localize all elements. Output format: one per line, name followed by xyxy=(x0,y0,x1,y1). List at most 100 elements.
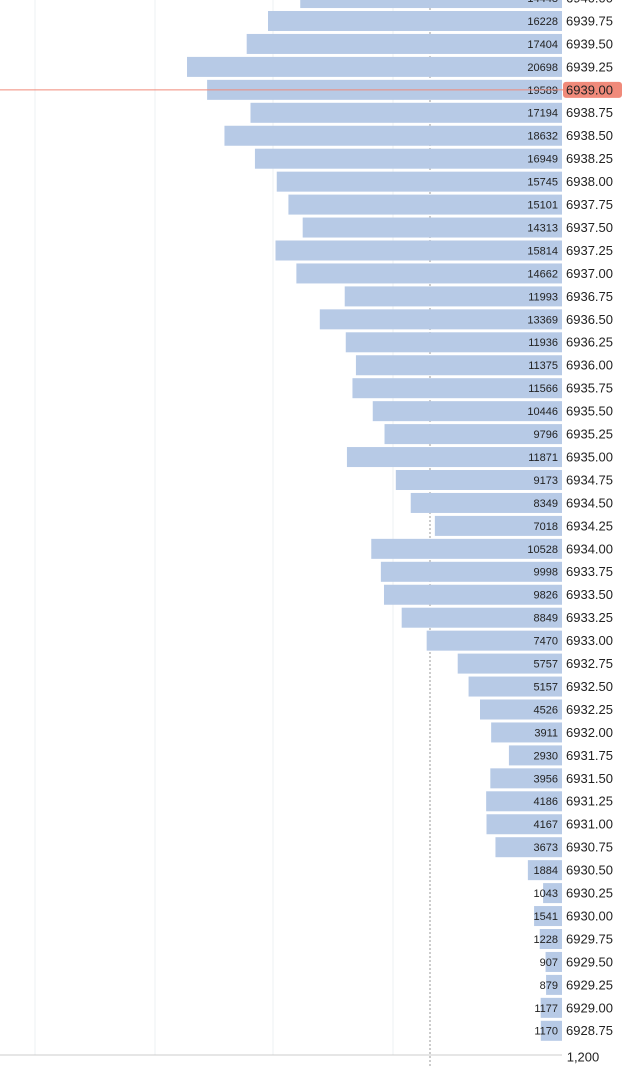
price-label: 6935.00 xyxy=(566,449,613,464)
volume-label: 1043 xyxy=(534,888,558,900)
volume-bar xyxy=(319,309,562,330)
volume-bar xyxy=(534,906,562,927)
price-label: 6931.00 xyxy=(566,817,613,832)
price-label: 6933.25 xyxy=(566,610,613,625)
price-label: 6935.50 xyxy=(566,404,613,419)
price-label: 6928.75 xyxy=(566,1023,613,1038)
price-label: 6929.75 xyxy=(566,931,613,946)
volume-bar xyxy=(527,860,562,881)
volume-label: 5757 xyxy=(534,659,558,671)
volume-bar xyxy=(395,470,562,490)
price-label: 6932.50 xyxy=(566,679,613,694)
volume-bar xyxy=(371,538,562,559)
volume-bar xyxy=(426,630,562,651)
volume-label: 14313 xyxy=(527,222,558,234)
price-label: 6929.25 xyxy=(566,977,613,992)
volume-bar xyxy=(254,148,563,169)
price-label: 6938.25 xyxy=(566,151,613,166)
volume-bar xyxy=(434,515,562,536)
price-label: 6934.50 xyxy=(566,495,613,510)
price-label: 6929.50 xyxy=(566,954,613,969)
volume-bar xyxy=(383,584,562,605)
volume-label: 7018 xyxy=(534,521,558,533)
volume-label: 16228 xyxy=(527,16,558,28)
volume-label: 18632 xyxy=(527,131,558,143)
volume-bar xyxy=(224,125,562,146)
volume-bar xyxy=(457,653,562,674)
volume-bar xyxy=(410,492,562,513)
volume-bar xyxy=(468,676,562,697)
volume-label: 13369 xyxy=(527,314,558,326)
volume-label: 17194 xyxy=(527,108,558,120)
volume-label: 10446 xyxy=(527,406,558,418)
volume-label: 11993 xyxy=(528,291,558,303)
price-label: 6929.00 xyxy=(566,1000,613,1015)
volume-bar xyxy=(346,447,562,468)
volume-label: 4167 xyxy=(534,819,558,831)
volume-bar xyxy=(486,791,562,812)
volume-label: 3911 xyxy=(534,727,558,739)
volume-label: 15745 xyxy=(527,177,558,189)
volume-label: 5157 xyxy=(534,681,558,693)
volume-bar xyxy=(187,56,562,77)
volume-bar xyxy=(344,286,562,307)
volume-label: 1170 xyxy=(534,1026,558,1038)
price-label: 6937.50 xyxy=(566,220,613,235)
price-label: 6934.75 xyxy=(566,472,613,487)
price-label: 6939.75 xyxy=(566,13,613,28)
volume-label: 9796 xyxy=(534,429,558,441)
price-label: 6935.75 xyxy=(566,381,613,396)
volume-label: 1228 xyxy=(534,934,558,946)
current-price-tag xyxy=(563,81,622,98)
volume-bar xyxy=(246,33,563,54)
volume-label: 17404 xyxy=(527,39,558,51)
price-label: 6936.00 xyxy=(566,358,613,373)
volume-label: 9826 xyxy=(534,590,558,602)
volume-label: 2930 xyxy=(534,750,558,762)
volume-label: 11871 xyxy=(528,452,558,464)
volume-bar xyxy=(355,355,562,376)
price-label: 6934.00 xyxy=(566,541,613,556)
volume-label: 8849 xyxy=(534,613,558,625)
price-label: 6930.50 xyxy=(566,863,613,878)
volume-bar xyxy=(490,768,562,789)
volume-label: 907 xyxy=(540,957,558,969)
volume-label: 14448 xyxy=(527,0,558,5)
volume-label: 16949 xyxy=(527,154,558,166)
price-label: 6938.00 xyxy=(566,174,613,189)
price-label: 6936.75 xyxy=(566,289,613,304)
volume-label: 1177 xyxy=(534,1003,558,1015)
volume-label: 3673 xyxy=(534,842,558,854)
volume-label: 20698 xyxy=(527,62,558,74)
price-label: 6932.00 xyxy=(566,725,613,740)
price-label: 6939.50 xyxy=(566,36,613,51)
volume-bar xyxy=(250,102,562,123)
volume-label: 11375 xyxy=(528,360,558,372)
volume-bar xyxy=(300,0,562,9)
volume-bar xyxy=(539,929,562,949)
price-label: 6930.75 xyxy=(566,840,613,855)
volume-label: 15814 xyxy=(527,245,558,257)
volume-bar xyxy=(401,607,562,628)
price-label: 6933.50 xyxy=(566,587,613,602)
volume-bar xyxy=(275,240,562,261)
volume-label: 4526 xyxy=(534,704,558,716)
volume-bar xyxy=(543,883,562,904)
price-label: 6932.75 xyxy=(566,656,613,671)
price-label: 6930.25 xyxy=(566,886,613,901)
price-label: 6934.25 xyxy=(566,518,613,533)
volume-label: 4186 xyxy=(534,796,558,808)
price-label: 6938.50 xyxy=(566,128,613,143)
volume-bar xyxy=(288,194,562,215)
volume-label: 7470 xyxy=(534,636,558,648)
volume-label: 9998 xyxy=(534,567,558,579)
volume-bar xyxy=(372,401,562,422)
volume-bar xyxy=(495,837,562,858)
price-label: 6938.75 xyxy=(566,105,613,120)
volume-label: 19589 xyxy=(527,85,558,97)
price-label: 6937.75 xyxy=(566,197,613,212)
volume-label: 9173 xyxy=(534,475,558,487)
volume-label: 3956 xyxy=(534,773,558,785)
price-label: 6933.75 xyxy=(566,564,613,579)
